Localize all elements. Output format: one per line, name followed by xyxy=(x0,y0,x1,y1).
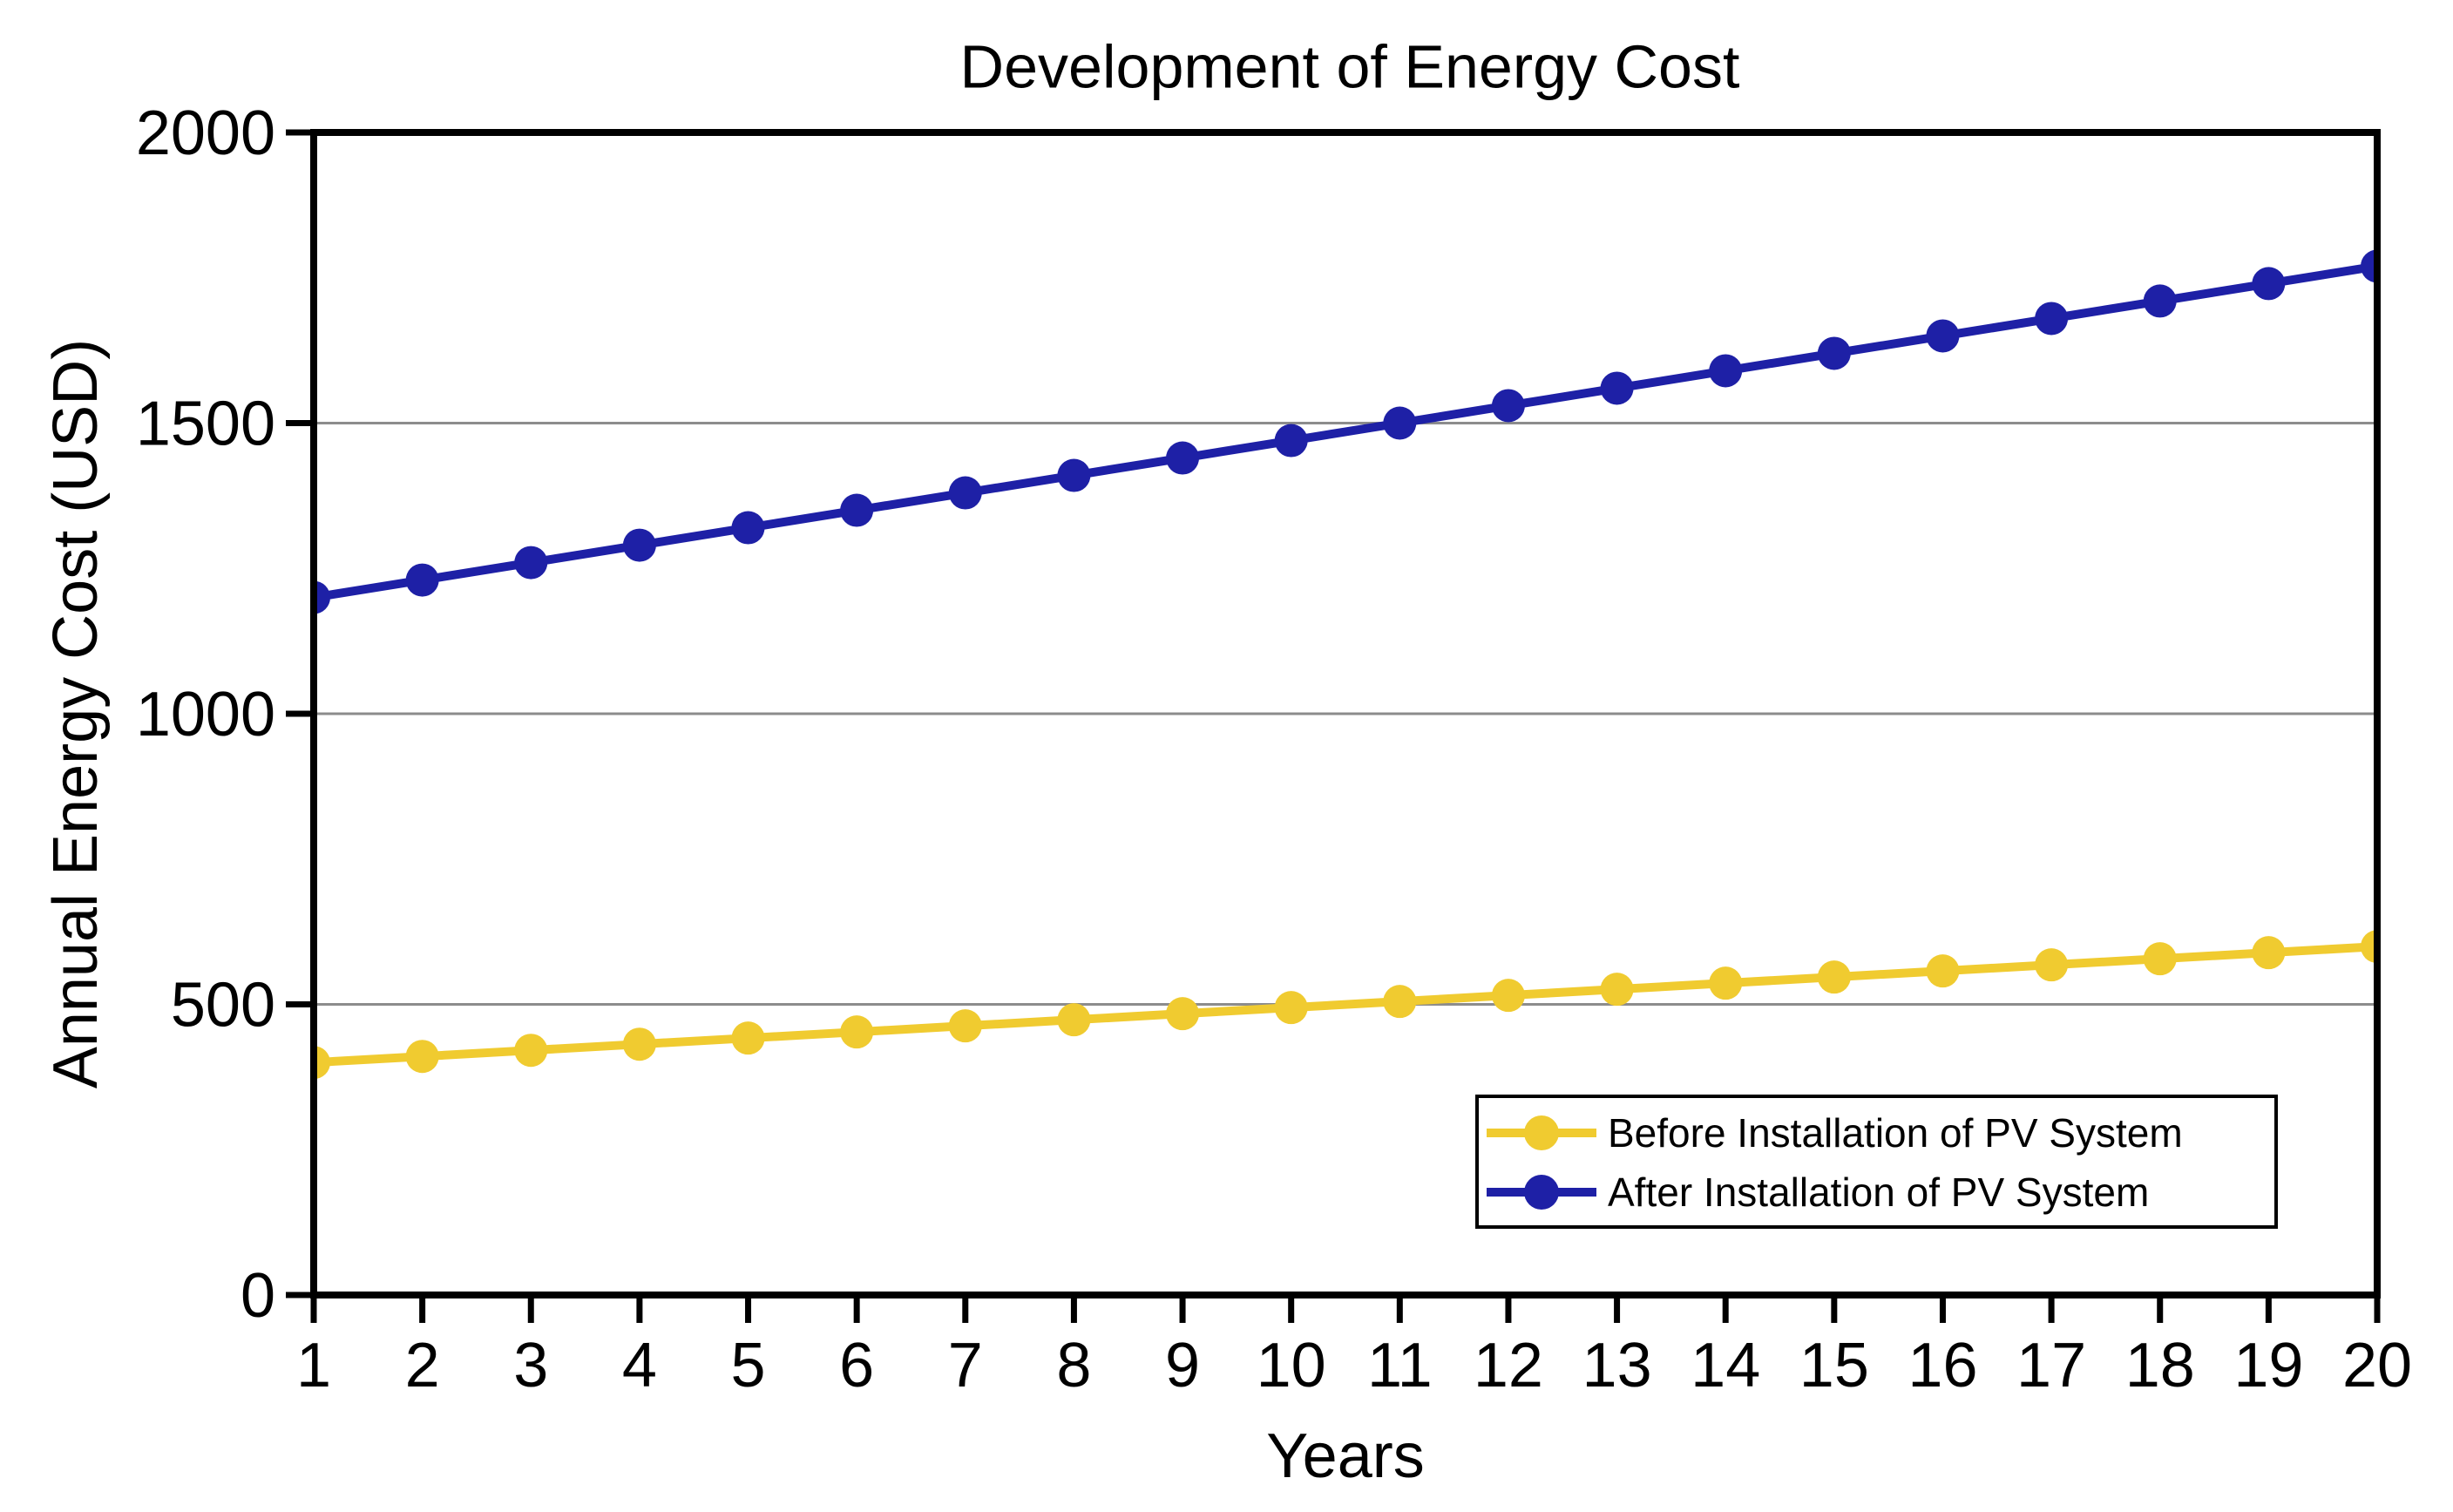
data-point-after-20 xyxy=(2361,249,2377,283)
x-tick-label-7: 7 xyxy=(948,1331,983,1400)
data-point-after-6 xyxy=(840,493,874,527)
data-point-before-12 xyxy=(1491,979,1525,1013)
x-tick-label-17: 17 xyxy=(2016,1331,2086,1400)
legend-marker-after xyxy=(1524,1175,1559,1210)
x-tick-label-6: 6 xyxy=(839,1331,874,1400)
series-line-after xyxy=(314,261,2377,602)
series-after xyxy=(314,249,2377,614)
data-point-after-3 xyxy=(514,546,548,580)
x-tick-label-8: 8 xyxy=(1056,1331,1091,1400)
data-point-before-18 xyxy=(2143,942,2177,976)
legend-item-after: After Installation of PV System xyxy=(1487,1170,2149,1215)
data-point-after-13 xyxy=(1600,371,1634,405)
legend-label-before: Before Installation of PV System xyxy=(1608,1110,2183,1156)
x-tick-label-4: 4 xyxy=(622,1331,657,1400)
data-point-before-1 xyxy=(314,1046,330,1080)
x-tick-label-15: 15 xyxy=(1799,1331,1869,1400)
y-tick-label-2000: 2000 xyxy=(136,98,275,168)
data-point-after-11 xyxy=(1383,406,1417,440)
data-point-after-1 xyxy=(314,580,330,614)
x-tick-labels: 1 2 3 4 5 6 7 8 9 10 11 12 13 14 15 16 17 18 19 20 xyxy=(296,1331,2412,1400)
y-tick-labels: 0 500 1000 1500 2000 xyxy=(136,98,275,1331)
data-point-before-2 xyxy=(405,1040,439,1074)
x-tick-label-18: 18 xyxy=(2125,1331,2195,1400)
data-point-before-3 xyxy=(514,1034,548,1068)
chart-title: Development of Energy Cost xyxy=(960,33,1740,101)
data-point-before-4 xyxy=(622,1027,656,1061)
data-point-after-17 xyxy=(2035,302,2069,336)
data-point-before-16 xyxy=(1926,954,1960,988)
x-tick-label-2: 2 xyxy=(405,1331,440,1400)
x-tick-label-13: 13 xyxy=(1582,1331,1652,1400)
x-tick-label-12: 12 xyxy=(1474,1331,1543,1400)
data-point-before-19 xyxy=(2252,936,2286,970)
data-point-before-13 xyxy=(1600,973,1634,1007)
data-point-before-14 xyxy=(1709,966,1743,1000)
x-tick-label-14: 14 xyxy=(1691,1331,1760,1400)
data-point-after-8 xyxy=(1057,458,1091,492)
legend-box xyxy=(1475,1095,2278,1229)
plot-frame xyxy=(310,129,2381,1298)
x-tick-label-5: 5 xyxy=(731,1331,766,1400)
data-point-before-5 xyxy=(731,1021,765,1055)
x-tick-label-16: 16 xyxy=(1908,1331,1977,1400)
y-tick-label-500: 500 xyxy=(171,971,275,1041)
series-layer xyxy=(314,249,2377,1080)
data-point-before-20 xyxy=(2361,930,2377,964)
series-before xyxy=(314,930,2377,1080)
axis-ticks xyxy=(286,129,2381,1323)
y-tick-label-0: 0 xyxy=(241,1261,275,1331)
data-point-before-9 xyxy=(1166,997,1200,1031)
data-point-after-10 xyxy=(1274,424,1308,458)
data-point-after-19 xyxy=(2252,267,2286,301)
legend-label-after: After Installation of PV System xyxy=(1608,1170,2149,1215)
legend: Before Installation of PV System After I… xyxy=(1475,1095,2278,1229)
data-point-before-6 xyxy=(840,1015,874,1049)
data-point-after-16 xyxy=(1926,319,1960,353)
data-point-before-8 xyxy=(1057,1003,1091,1037)
data-point-after-9 xyxy=(1166,441,1200,475)
data-point-before-7 xyxy=(948,1009,982,1043)
data-point-after-2 xyxy=(405,563,439,597)
y-tick-label-1000: 1000 xyxy=(136,680,275,749)
data-point-after-15 xyxy=(1817,336,1851,370)
y-tick-label-1500: 1500 xyxy=(136,390,275,459)
x-tick-label-11: 11 xyxy=(1367,1331,1433,1400)
x-tick-label-1: 1 xyxy=(296,1331,331,1400)
data-point-before-15 xyxy=(1817,960,1851,994)
data-point-after-5 xyxy=(731,511,765,545)
data-point-after-4 xyxy=(622,528,656,562)
data-point-before-11 xyxy=(1383,985,1417,1019)
data-point-after-12 xyxy=(1491,389,1525,423)
legend-marker-before xyxy=(1524,1115,1559,1150)
data-point-after-18 xyxy=(2143,284,2177,318)
series-line-before xyxy=(314,942,2377,1068)
data-point-before-17 xyxy=(2035,948,2069,982)
x-tick-label-10: 10 xyxy=(1257,1331,1326,1400)
legend-item-before: Before Installation of PV System xyxy=(1487,1110,2183,1156)
x-tick-label-3: 3 xyxy=(513,1331,548,1400)
x-axis-label: Years xyxy=(1266,1421,1424,1491)
gridlines xyxy=(314,422,2377,1006)
data-point-after-7 xyxy=(948,476,982,510)
data-point-after-14 xyxy=(1709,354,1743,388)
data-point-before-10 xyxy=(1274,991,1308,1025)
x-tick-label-20: 20 xyxy=(2342,1331,2412,1400)
x-tick-label-19: 19 xyxy=(2233,1331,2303,1400)
y-axis-label: Annual Energy Cost (USD) xyxy=(41,339,111,1088)
x-tick-label-9: 9 xyxy=(1165,1331,1200,1400)
